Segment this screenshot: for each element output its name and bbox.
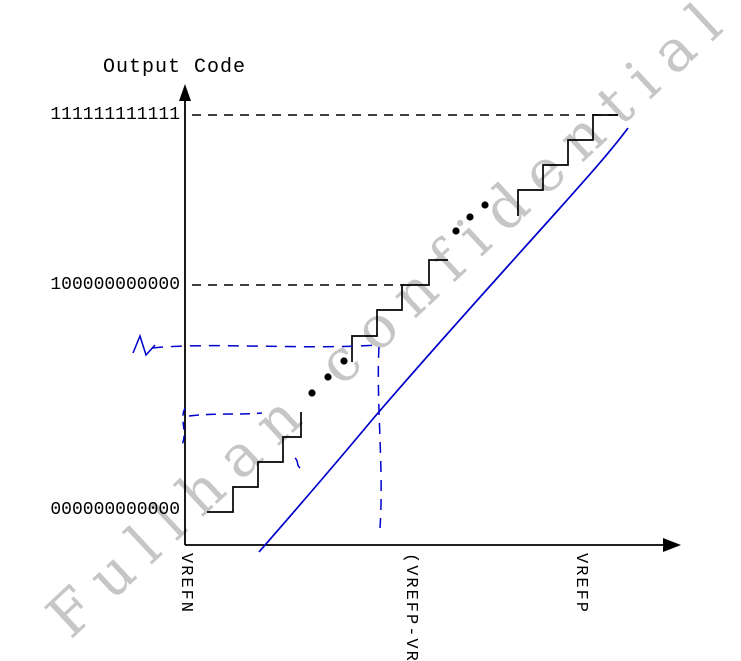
x-tick-vrefn: VREFN [176,553,195,615]
continuation-dots-upper [452,201,489,235]
dot [340,357,348,365]
blue-dashed-horizontal [151,344,380,349]
dot [452,227,460,235]
blue-dashed-vertical [377,346,382,529]
staircase-lower-segment [207,412,302,513]
dot [308,389,316,397]
x-tick-vrefp: VREFP [571,553,590,615]
blue-dashed-horizontal-short [188,412,263,417]
blue-tick-mark [294,457,301,469]
ideal-transfer-line [258,127,629,553]
continuation-dots-lower [308,357,348,397]
y-tick-midscale: 100000000000 [50,275,180,295]
y-axis-arrow-icon [179,84,191,101]
x-tick-vrefp-minus-vrefn: (VREFP-VREFN)/2 [401,553,420,661]
dot [481,201,489,209]
x-axis-arrow-icon [663,538,681,552]
y-tick-zero: 000000000000 [50,500,180,520]
y-tick-full-scale: 111111111111 [50,105,180,125]
y-axis-title: Output Code [103,56,247,79]
staircase-upper-segment [517,114,618,216]
blue-squiggle-left [132,333,156,357]
dot [466,213,474,221]
blue-hook-left [181,407,186,446]
staircase-middle-segment [351,259,448,362]
dot [324,373,332,381]
